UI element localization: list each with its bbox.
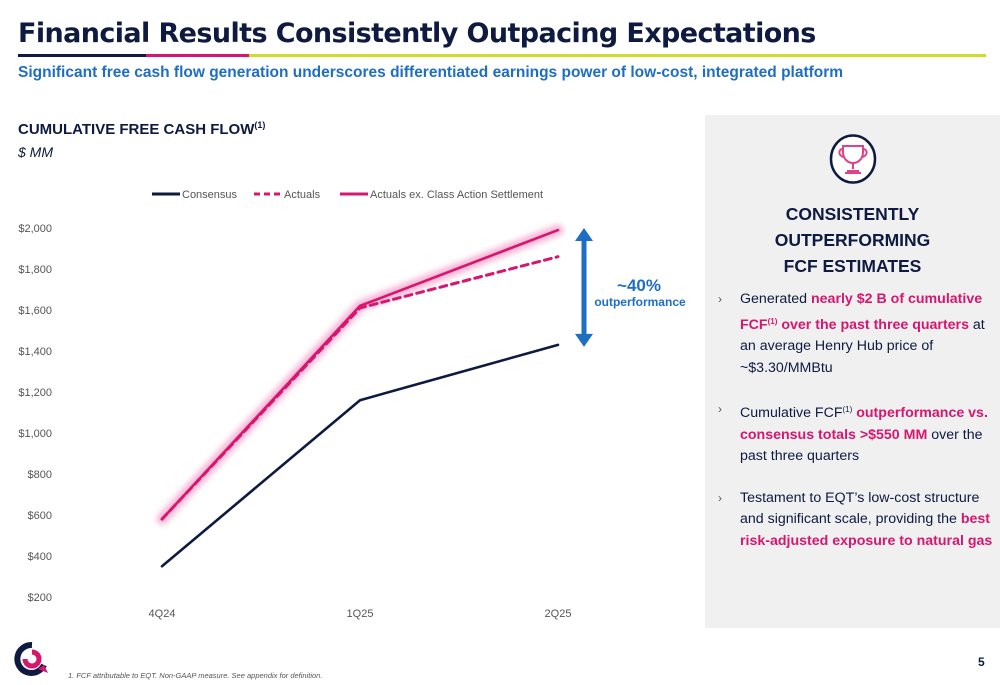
legend-label: Actuals ex. Class Action Settlement xyxy=(370,189,543,201)
bullet-text: over the past three quarters xyxy=(740,426,983,465)
y-tick-label: $1,800 xyxy=(18,264,52,276)
chart-title-footnote-ref: (1) xyxy=(254,120,266,130)
series-line-consensus xyxy=(160,343,560,568)
chart-series xyxy=(156,224,564,568)
x-tick-label: 1Q25 xyxy=(347,608,374,620)
title-underline-lime xyxy=(249,54,986,57)
panel-heading-line: OUTPERFORMING xyxy=(774,230,931,250)
company-logo xyxy=(14,642,48,676)
page-number: 5 xyxy=(978,655,985,669)
chart-unit: $ MM xyxy=(18,144,53,160)
legend-label: Actuals xyxy=(284,189,321,201)
highlight-bullet: › Generated nearly $2 B of cumulative FCF… xyxy=(718,289,993,379)
panel-heading-line: CONSISTENTLY xyxy=(785,204,920,224)
bullet-text: (1) xyxy=(842,405,853,414)
chart-legend: Consensus Actuals Actuals ex. Class Action… xyxy=(152,189,543,201)
y-tick-label: $600 xyxy=(28,510,52,522)
x-axis: 4Q24 1Q25 2Q25 xyxy=(149,608,572,620)
bullet-text: Cumulative FCF xyxy=(740,405,843,421)
bullet-chevron-icon: › xyxy=(718,490,722,505)
trophy-icon xyxy=(829,134,877,184)
annotation-label: outperformance xyxy=(594,295,686,309)
series-line-actuals xyxy=(160,255,560,521)
panel-heading-line: FCF ESTIMATES xyxy=(783,256,922,276)
bullet-chevron-icon: › xyxy=(718,292,722,306)
chart-title: CUMULATIVE FREE CASH FLOW(1) xyxy=(18,120,265,138)
bullet-text: Generated xyxy=(740,291,811,307)
bullet-highlight-text: best risk-adjusted exposure to natural g… xyxy=(740,511,993,549)
outperformance-annotation: ~40%outperformance xyxy=(575,228,686,347)
y-tick-label: $1,000 xyxy=(18,428,52,440)
bullet-text: Testament to EQT’s low-cost structure an… xyxy=(740,489,980,528)
page-title: Financial Results Consistently Outpacing… xyxy=(18,18,816,49)
y-tick-label: $1,400 xyxy=(18,346,52,358)
chart-title-text: CUMULATIVE FREE CASH FLOW xyxy=(18,121,255,138)
bullet-highlight-text: nearly $2 B of cumulative FCF xyxy=(740,291,983,333)
bullet-text: at an average Henry Hub price of ~$3.30/… xyxy=(740,316,985,376)
highlight-bullets: › Generated nearly $2 B of cumulative FCF… xyxy=(718,289,993,572)
bullet-highlight-text: (1) xyxy=(767,316,778,326)
y-tick-label: $800 xyxy=(28,469,52,481)
bullet-highlight-text: over the past three quarters xyxy=(777,316,969,333)
x-tick-label: 4Q24 xyxy=(149,608,176,620)
y-tick-label: $1,600 xyxy=(18,305,52,317)
title-underline-navy xyxy=(18,54,146,57)
annotation-value: ~40% xyxy=(617,276,661,295)
highlight-bullet: › Cumulative FCF(1) outperformance vs. co… xyxy=(718,399,993,468)
y-axis: $200 $400 $600 $800 $1,000 $1,200 $1,400 $1,600… xyxy=(18,223,52,604)
highlight-bullet: › Testament to EQT’s low-cost structure a… xyxy=(718,488,993,553)
y-tick-label: $400 xyxy=(28,551,52,563)
y-tick-label: $1,200 xyxy=(18,387,52,399)
panel-heading: CONSISTENTLY OUTPERFORMING FCF ESTIMATES xyxy=(705,201,1000,279)
title-underline-pink xyxy=(146,54,249,57)
arrow-head-up-icon xyxy=(575,228,593,242)
bullet-chevron-icon: › xyxy=(718,402,722,416)
legend-label: Consensus xyxy=(182,189,238,201)
footnote: 1. FCF attributable to EQT. Non-GAAP mea… xyxy=(68,671,323,680)
bullet-highlight-text: outperformance vs. consensus totals >$55… xyxy=(740,405,988,443)
highlights-panel: CONSISTENTLY OUTPERFORMING FCF ESTIMATES… xyxy=(705,115,1000,628)
y-tick-label: $200 xyxy=(28,592,52,604)
x-tick-label: 2Q25 xyxy=(545,608,572,620)
y-tick-label: $2,000 xyxy=(18,223,52,235)
arrow-head-down-icon xyxy=(575,333,593,347)
page-subtitle: Significant free cash flow generation un… xyxy=(18,64,844,81)
fcf-line-chart: Consensus Actuals Actuals ex. Class Action… xyxy=(18,189,686,620)
